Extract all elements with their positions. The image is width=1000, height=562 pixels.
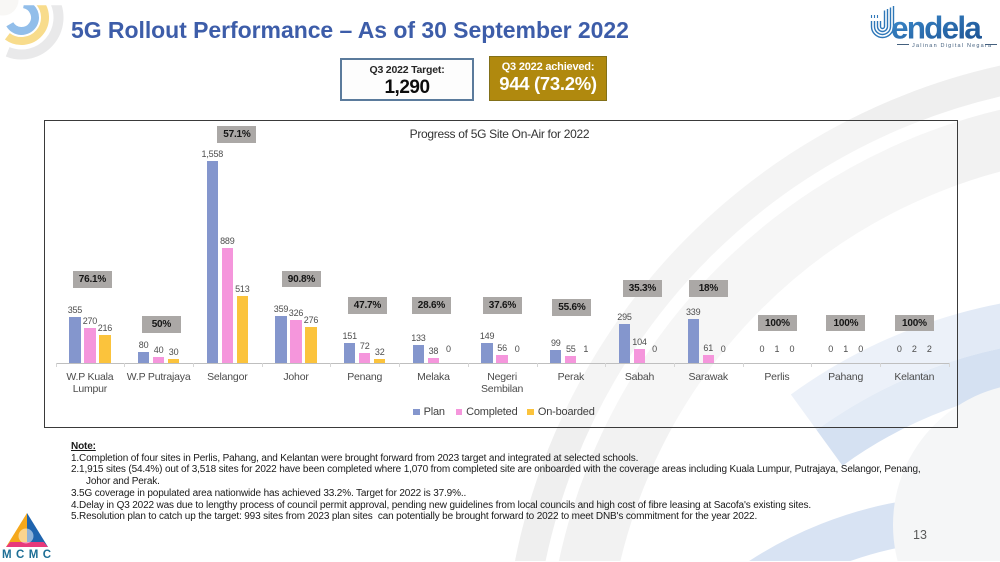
svg-text:endela: endela bbox=[891, 10, 982, 46]
svg-text:Jalinan Digital Negara: Jalinan Digital Negara bbox=[912, 43, 992, 49]
svg-text:MCMC: MCMC bbox=[2, 549, 51, 561]
